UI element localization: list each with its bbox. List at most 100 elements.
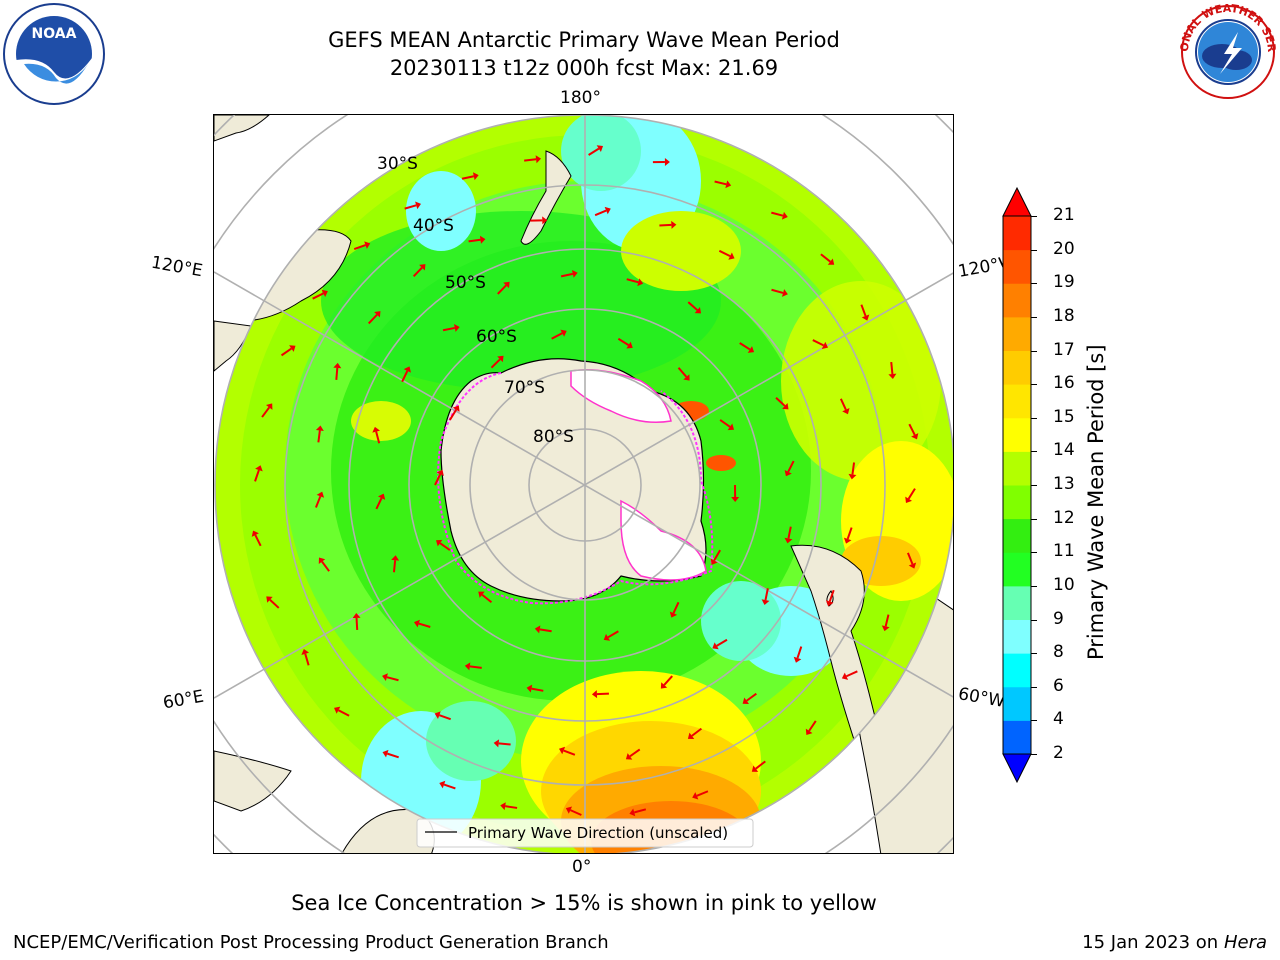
wave-arrow-shaft: [771, 211, 784, 217]
wave-arrow-head: [905, 496, 913, 504]
wave-arrow-shaft: [716, 638, 728, 647]
colorbar-tick-label: 15: [1053, 406, 1075, 427]
wave-arrow-head: [535, 155, 542, 164]
wave-arrow-head: [334, 706, 341, 714]
sea-ice-edge: [437, 372, 714, 605]
wave-arrow-shaft: [617, 337, 630, 347]
lon-label-180: 180°: [560, 88, 601, 108]
wave-arrow-shaft: [375, 431, 381, 444]
wave-arrow-shaft: [335, 367, 339, 380]
svg-text:NOAA: NOAA: [32, 26, 77, 42]
colorbar-tick-label: 18: [1053, 305, 1075, 326]
wave-arrow-head: [403, 366, 411, 373]
wave-arrow-shaft: [442, 326, 455, 332]
wave-arrow-shaft: [820, 253, 831, 263]
colorbar-tick-mark: [1031, 619, 1037, 621]
wave-arrow-shaft: [312, 292, 324, 300]
wave-arrow-shaft: [418, 622, 431, 628]
wave-arrow-head: [671, 220, 677, 229]
wave-arrow-head: [626, 341, 633, 349]
map-panel: 30°S 40°S 50°S 60°S 70°S 80°S Primary Wa…: [213, 114, 954, 854]
colorbar-segment: [1003, 283, 1031, 318]
wave-arrow-shaft: [551, 332, 563, 340]
wave-arrow-shaft: [719, 419, 731, 428]
noaa-logo: NOAA: [3, 3, 105, 105]
wave-arrow-shaft: [392, 560, 397, 573]
wave-arrow-shaft: [531, 687, 544, 692]
wave-arrow-shaft: [367, 314, 378, 325]
colorbar-tick-label: 2: [1053, 743, 1064, 763]
wave-arrow-head: [382, 673, 388, 682]
wave-arrow-head: [692, 792, 699, 800]
colorbar-tick-label: 9: [1053, 608, 1064, 629]
wave-arrow-head: [265, 403, 273, 410]
wave-arrow-head: [391, 555, 400, 561]
wave-arrow-head: [289, 345, 296, 352]
wave-arrow-head: [315, 425, 324, 432]
wave-arrow-shaft: [490, 358, 501, 369]
lat-label-30: 30°S: [377, 154, 418, 174]
colorbar-tick-label: 8: [1053, 642, 1064, 663]
wave-arrow-shaft: [386, 676, 399, 682]
wave-arrow-head: [687, 732, 695, 740]
wave-arrow-head: [841, 672, 849, 680]
wave-arrow-head: [478, 591, 485, 598]
colorbar-tick-label: 10: [1053, 574, 1075, 595]
wave-direction-arrows: [251, 145, 919, 817]
wave-arrow-head: [825, 600, 834, 607]
wave-arrow-shaft: [497, 284, 507, 295]
colorbar-segment: [1003, 350, 1031, 385]
footer-branch: NCEP/EMC/Verification Post Processing Pr…: [13, 932, 609, 953]
wave-arrow-shaft: [505, 805, 518, 809]
wave-arrow-shaft: [908, 423, 916, 436]
wave-arrow-head: [374, 311, 381, 318]
wave-arrow-head: [251, 530, 259, 537]
colorbar-segment: [1003, 585, 1031, 620]
wave-arrow-head: [725, 180, 732, 189]
colorbar: [1002, 186, 1032, 784]
wave-arrow-shaft: [412, 266, 423, 278]
wave-arrow-shaft: [677, 367, 688, 378]
wave-arrow-head: [888, 373, 897, 379]
wave-arrow-shaft: [828, 589, 835, 602]
colorbar-segment: [1003, 384, 1031, 419]
footer-date-text: 15 Jan 2023 on: [1082, 932, 1219, 953]
wave-arrow-head: [500, 802, 506, 811]
wave-arrow-shaft: [860, 304, 867, 317]
colorbar-tick-label: 19: [1053, 272, 1075, 293]
wave-arrow-head: [782, 402, 789, 410]
wave-arrow-head: [848, 473, 857, 480]
wave-arrow-shaft: [439, 714, 451, 721]
wave-arrow-shaft: [764, 588, 769, 601]
wave-arrow-head: [534, 625, 541, 634]
wave-arrow-shaft: [563, 749, 576, 756]
wave-arrow-head: [464, 662, 471, 671]
wave-arrow-head: [352, 612, 361, 619]
colorbar-tick-mark: [1031, 485, 1037, 486]
colorbar-segment: [1003, 249, 1031, 284]
colorbar-segment: [1003, 619, 1031, 654]
colorbar-label: Primary Wave Mean Period [s]: [1084, 344, 1108, 660]
wave-arrow-head: [664, 158, 670, 167]
wave-arrow-head: [591, 690, 598, 699]
wave-arrow-head: [728, 252, 735, 260]
lat-label-50: 50°S: [445, 273, 486, 293]
wave-arrow-shaft: [851, 462, 856, 475]
wave-arrow-shaft: [560, 272, 574, 278]
wave-arrow-shaft: [775, 397, 786, 407]
colorbar-tick-mark: [1031, 720, 1037, 722]
wave-arrow-shaft: [570, 809, 582, 816]
colorbar-tick-mark: [1031, 451, 1037, 453]
wave-arrow-head: [333, 362, 342, 369]
wave-arrow-head: [669, 611, 678, 618]
wave-arrow-shaft: [846, 670, 858, 678]
colorbar-tick-label: 14: [1053, 440, 1075, 461]
wave-arrow-shaft: [713, 549, 722, 561]
wave-arrow-shaft: [469, 665, 482, 669]
wave-arrow-shaft: [280, 347, 292, 357]
chart-title: GEFS MEAN Antarctic Primary Wave Mean Pe…: [328, 28, 840, 52]
colorbar-segment: [1003, 485, 1031, 520]
wave-arrow-shaft: [254, 534, 262, 547]
wave-arrow-head: [731, 496, 740, 502]
wave-arrow-head: [842, 408, 850, 415]
